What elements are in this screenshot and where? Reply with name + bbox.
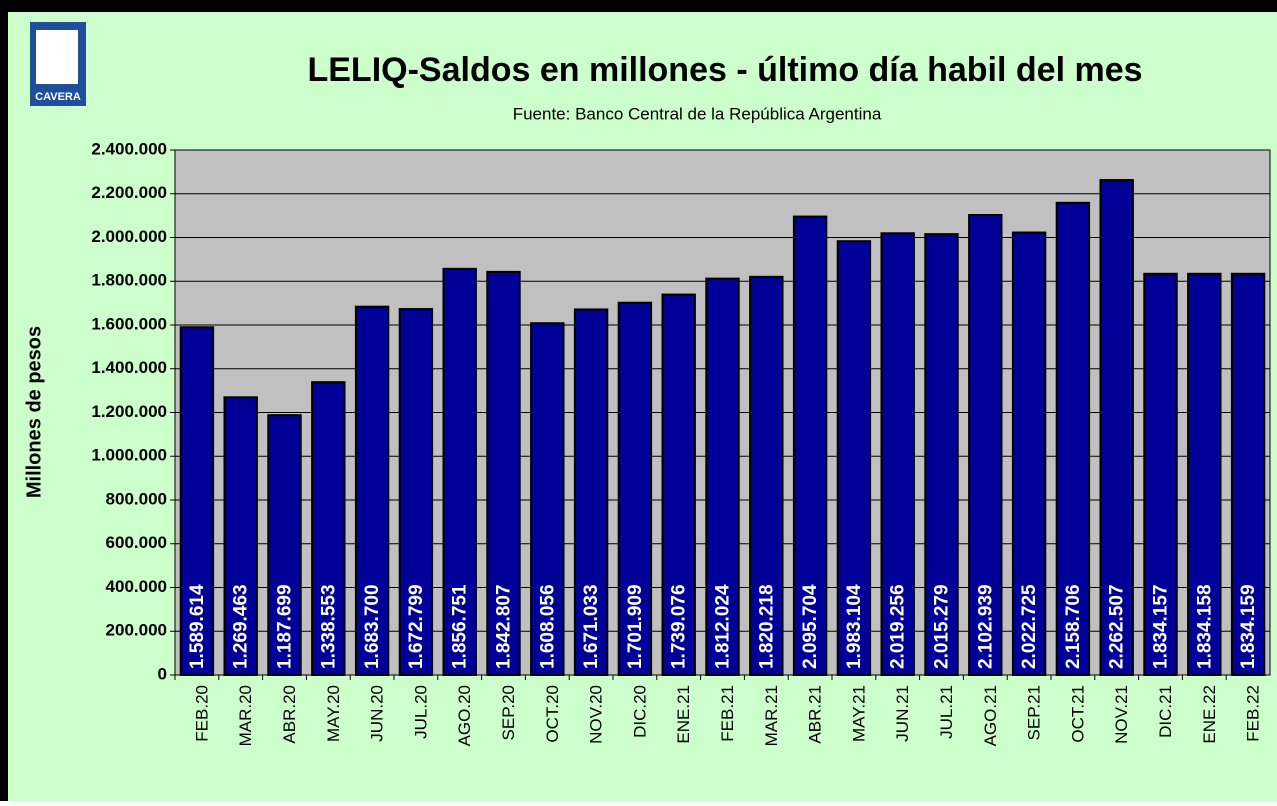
bar (267, 414, 302, 676)
x-tick-label: DIC.20 (630, 685, 649, 738)
x-tick-label: MAR.21 (762, 685, 781, 746)
value-label: 1.269.463 (231, 584, 252, 669)
value-label: 1.812.024 (713, 584, 734, 669)
value-label: 1.834.158 (1194, 584, 1215, 669)
value-label: 1.983.104 (844, 584, 865, 669)
value-label: 1.834.157 (1151, 584, 1172, 669)
value-label: 1.842.807 (494, 584, 515, 669)
y-tick-label: 2.200.000 (91, 183, 167, 202)
value-label: 2.015.279 (932, 584, 953, 669)
bar (792, 215, 828, 676)
bar (1143, 272, 1178, 676)
y-axis-label: Millones de pesos (23, 326, 45, 498)
x-tick-label: DIC.21 (1156, 685, 1175, 738)
bar (968, 213, 1003, 676)
value-label: 1.608.056 (537, 584, 558, 669)
x-tick-label: OCT.21 (1068, 685, 1087, 743)
x-tick-label: FEB.20 (192, 685, 211, 742)
value-label: 1.856.751 (450, 584, 471, 669)
x-tick-label: MAY.20 (324, 685, 343, 742)
x-tick-label: JUL.20 (411, 685, 430, 739)
x-tick-label: ABR.20 (280, 685, 299, 744)
x-tick-label: NOV.21 (1112, 685, 1131, 744)
x-tick-label: NOV.20 (587, 685, 606, 744)
x-tick-label: JUN.21 (893, 685, 912, 742)
bar (924, 233, 959, 676)
bar (1099, 179, 1134, 676)
bar (179, 326, 215, 676)
bar (223, 396, 258, 676)
value-label: 1.820.218 (756, 584, 777, 669)
bar (749, 275, 784, 676)
bar (573, 308, 609, 676)
value-label: 1.834.159 (1238, 584, 1259, 669)
bar (442, 267, 477, 676)
y-tick-label: 600.000 (106, 533, 167, 552)
bar (880, 232, 915, 676)
y-tick-label: 1.600.000 (91, 314, 167, 333)
y-tick-label: 800.000 (106, 489, 167, 508)
value-label: 1.739.076 (669, 584, 690, 669)
logo-text: CAVERA (35, 91, 81, 103)
chart-subtitle: Fuente: Banco Central de la República Ar… (513, 104, 882, 123)
value-label: 1.671.033 (581, 584, 602, 669)
x-tick-label: JUL.21 (937, 685, 956, 739)
y-tick-label: 400.000 (106, 577, 167, 596)
x-tick-label: SEP.21 (1025, 685, 1044, 740)
x-tick-label: FEB.21 (718, 685, 737, 742)
value-label: 2.102.939 (975, 584, 996, 669)
y-tick-label: 0 (158, 664, 167, 683)
bar (836, 240, 872, 676)
value-label: 1.672.799 (406, 584, 427, 669)
value-label: 1.683.700 (362, 584, 383, 669)
logo: CAVERA (30, 22, 86, 106)
x-tick-label: ENE.22 (1200, 685, 1219, 744)
bar (398, 308, 434, 676)
value-label: 1.338.553 (318, 584, 339, 669)
bar (486, 270, 521, 676)
bar (617, 301, 653, 676)
x-tick-label: MAY.21 (849, 685, 868, 742)
x-tick-label: ABR.21 (806, 685, 825, 744)
x-tick-label: JUN.20 (368, 685, 387, 742)
x-tick-label: AGO.20 (455, 685, 474, 746)
logo-mark (36, 30, 78, 84)
y-tick-label: 1.400.000 (91, 358, 167, 377)
chart-title: LELIQ-Saldos en millones - último día ha… (307, 51, 1142, 89)
value-label: 2.022.725 (1019, 584, 1040, 669)
x-tick-label: FEB.22 (1244, 685, 1263, 742)
value-label: 2.262.507 (1107, 584, 1128, 669)
y-tick-label: 1.200.000 (91, 402, 167, 421)
value-label: 2.158.706 (1063, 584, 1084, 669)
x-tick-label: AGO.21 (981, 685, 1000, 746)
x-tick-label: SEP.20 (499, 685, 518, 740)
y-tick-label: 1.000.000 (91, 446, 167, 465)
bar (311, 381, 346, 676)
y-tick-label: 2.400.000 (91, 139, 167, 158)
bar (1011, 231, 1047, 676)
y-tick-label: 200.000 (106, 621, 167, 640)
value-label: 1.701.909 (625, 584, 646, 669)
bar (1230, 272, 1266, 676)
bar (705, 277, 740, 676)
x-tick-label: ENE.21 (674, 685, 693, 744)
bar (1055, 201, 1091, 677)
value-label: 2.095.704 (800, 584, 821, 669)
bar (354, 305, 390, 676)
bar (530, 322, 565, 676)
x-tick-label: OCT.20 (543, 685, 562, 743)
value-label: 2.019.256 (888, 584, 909, 669)
value-label: 1.589.614 (187, 584, 208, 669)
y-tick-label: 1.800.000 (91, 271, 167, 290)
bar (661, 293, 696, 676)
value-label: 1.187.699 (275, 584, 296, 669)
bar (1187, 272, 1222, 676)
y-tick-label: 2.000.000 (91, 227, 167, 246)
x-tick-label: MAR.20 (236, 685, 255, 746)
